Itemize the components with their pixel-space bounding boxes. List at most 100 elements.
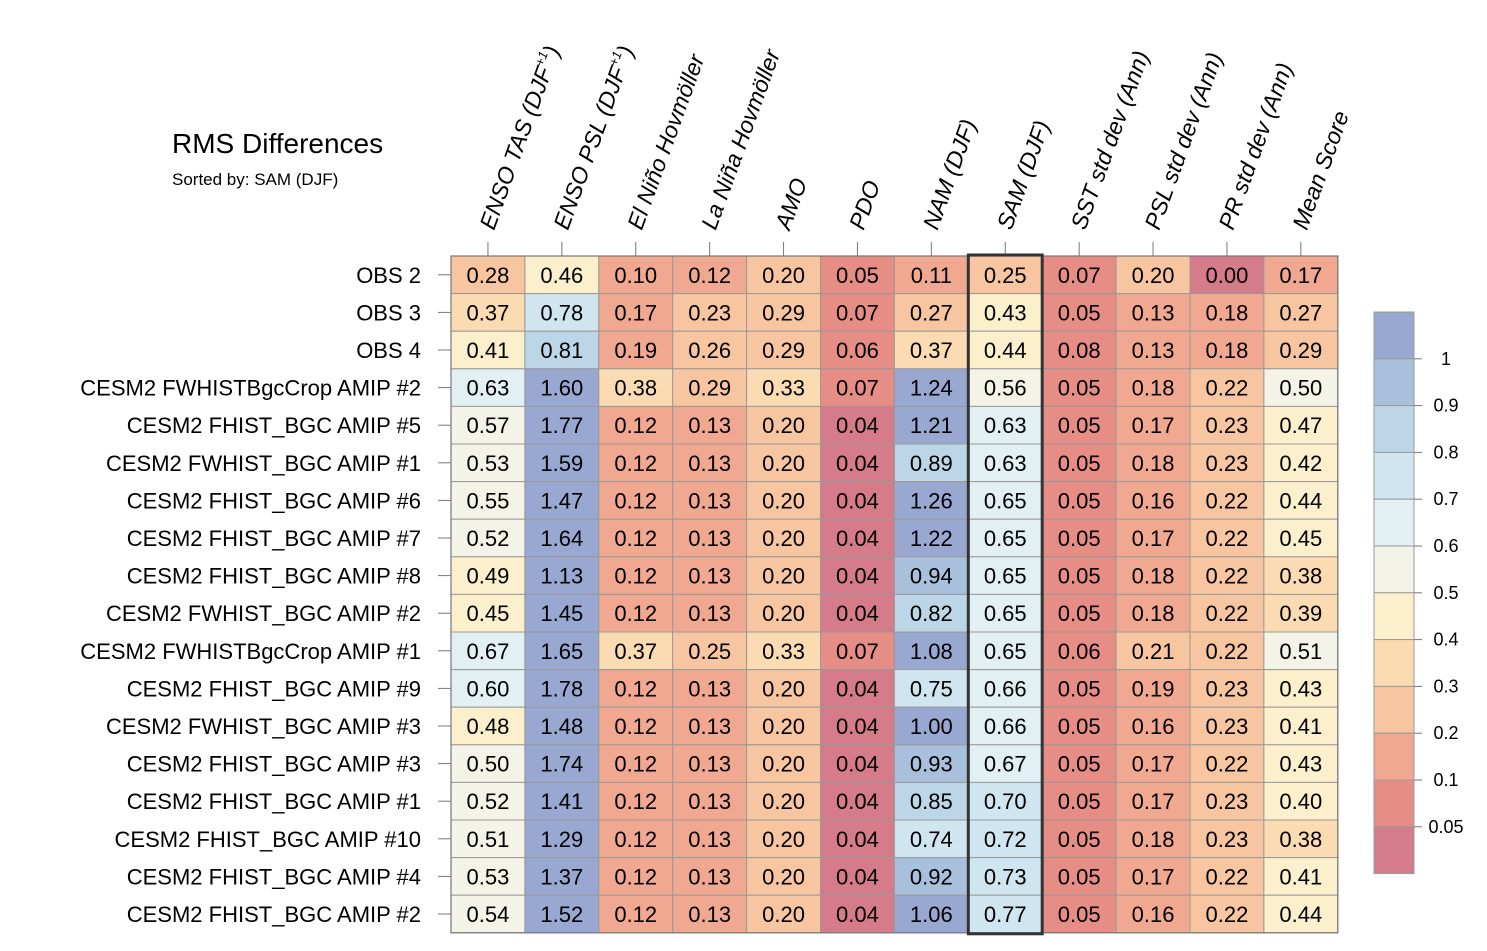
heatmap-cell [893,368,969,407]
cell-value-label: 0.22 [1206,601,1249,626]
heatmap-cell [893,518,969,558]
cell-value-label: 0.22 [1206,639,1249,664]
cell-value-label: 0.47 [1279,413,1322,438]
heatmap-cell [1041,293,1117,332]
heatmap-cell [820,443,895,483]
heatmap-cell [450,330,526,370]
cell-value-label: 0.85 [910,789,953,814]
heatmap-cell [672,518,748,558]
column-label: El Niño Hovmöller [622,50,710,233]
heatmap-cell [893,819,969,859]
heatmap-cell [746,368,821,407]
cell-value-label: 0.23 [1206,827,1249,852]
colorbar-tick-label: 0.9 [1433,396,1458,416]
cell-value-label: 0.17 [1132,526,1175,551]
cell-value-label: 1.00 [910,714,953,739]
heatmap-cell [1115,781,1191,821]
cell-value-label: 0.26 [688,338,731,363]
colorbar-tick-label: 1 [1441,349,1451,369]
cell-value-label: 0.29 [762,300,805,325]
heatmap-cell [524,293,600,332]
heatmap-cell [1189,481,1265,520]
heatmap-cell [1115,857,1191,896]
cell-value-label: 0.12 [614,676,657,701]
cell-value-label: 0.20 [762,413,805,438]
column-label: PDO [844,177,886,233]
cell-value-label: 0.04 [836,526,879,551]
cell-value-label: 0.43 [1279,752,1322,777]
cell-value-label: 0.51 [1279,639,1322,664]
cell-value-label: 0.50 [467,752,510,777]
cell-value-label: 0.12 [614,752,657,777]
cell-value-label: 0.07 [1058,263,1101,288]
heatmap-cell [672,744,748,783]
heatmap-border [450,255,1339,934]
cell-value-label: 1.78 [540,676,583,701]
cell-value-label: 1.48 [540,714,583,739]
row-label: CESM2 FWHISTBgcCrop AMIP #1 [80,639,421,664]
heatmap-cell [1189,293,1265,332]
cell-value-label: 0.65 [984,639,1027,664]
heatmap-cell [1189,669,1265,708]
cell-value-label: 0.38 [1279,564,1322,589]
cell-value-label: 0.13 [688,488,731,513]
cell-value-label: 0.12 [614,526,657,551]
heatmap-cell [1189,368,1265,407]
cell-value-label: 0.22 [1206,488,1249,513]
cell-value-label: 0.37 [910,338,953,363]
row-label: CESM2 FHIST_BGC AMIP #2 [127,902,421,927]
heatmap-cell [450,556,526,595]
heatmap-cell [1263,857,1339,896]
sorted-column-outline [966,253,1044,936]
cell-value-label: 0.41 [1279,864,1322,889]
cell-value-label: 0.04 [836,601,879,626]
cell-value-label: 0.12 [614,488,657,513]
heatmap-cell [967,744,1043,783]
heatmap-cell [598,706,674,746]
colorbar-tick-label: 0.4 [1433,630,1458,650]
colorbar-tick-label: 0.7 [1433,489,1458,509]
heatmap-cell [598,556,674,595]
heatmap-cell [1263,443,1339,483]
cell-value-label: 0.07 [836,376,879,401]
cell-value-label: 0.12 [614,413,657,438]
cell-value-label: 0.17 [1132,864,1175,889]
heatmap-cell [1263,255,1339,295]
heatmap-cell [967,631,1043,671]
heatmap-cell [1041,857,1117,896]
cell-value-label: 0.89 [910,451,953,476]
heatmap-cell [1189,556,1265,595]
cell-value-label: 0.28 [467,263,510,288]
cell-value-label: 0.41 [1279,714,1322,739]
cell-value-label: 0.12 [614,864,657,889]
cell-value-label: 0.51 [467,827,510,852]
heatmap-cell [893,744,969,783]
heatmap-cell [598,744,674,783]
column-label: NAM (DJF) [918,116,982,233]
cell-value-label: 0.20 [762,827,805,852]
cell-value-label: 0.05 [1058,526,1101,551]
heatmap-cell [1115,593,1191,633]
cell-value-label: 0.23 [1206,714,1249,739]
heatmap-cell [598,443,674,483]
cell-value-label: 0.93 [910,752,953,777]
cell-value-label: 0.20 [762,488,805,513]
cell-value-label: 0.33 [762,639,805,664]
cell-value-label: 0.56 [984,376,1027,401]
sorted-column-highlight [966,253,1044,936]
heatmap-cell [598,593,674,633]
colorbar: 1 0.9 0.8 0.7 0.6 0.5 0.4 0.3 0.2 0.1 0.05 [1373,311,1464,875]
row-label: CESM2 FHIST_BGC AMIP #5 [127,413,421,438]
cell-value-label: 1.64 [540,526,583,551]
cell-value-label: 0.13 [688,676,731,701]
cell-value-label: 0.44 [1279,902,1322,927]
cell-value-label: 0.23 [688,300,731,325]
colorbar-segment [1373,405,1415,453]
cell-value-label: 0.13 [1132,300,1175,325]
cell-value-label: 0.92 [910,864,953,889]
cell-value-label: 1.60 [540,376,583,401]
cell-value-label: 0.04 [836,714,879,739]
cell-value-label: 0.18 [1132,564,1175,589]
heatmap-cell [967,819,1043,859]
heatmap-cell [1263,518,1339,558]
